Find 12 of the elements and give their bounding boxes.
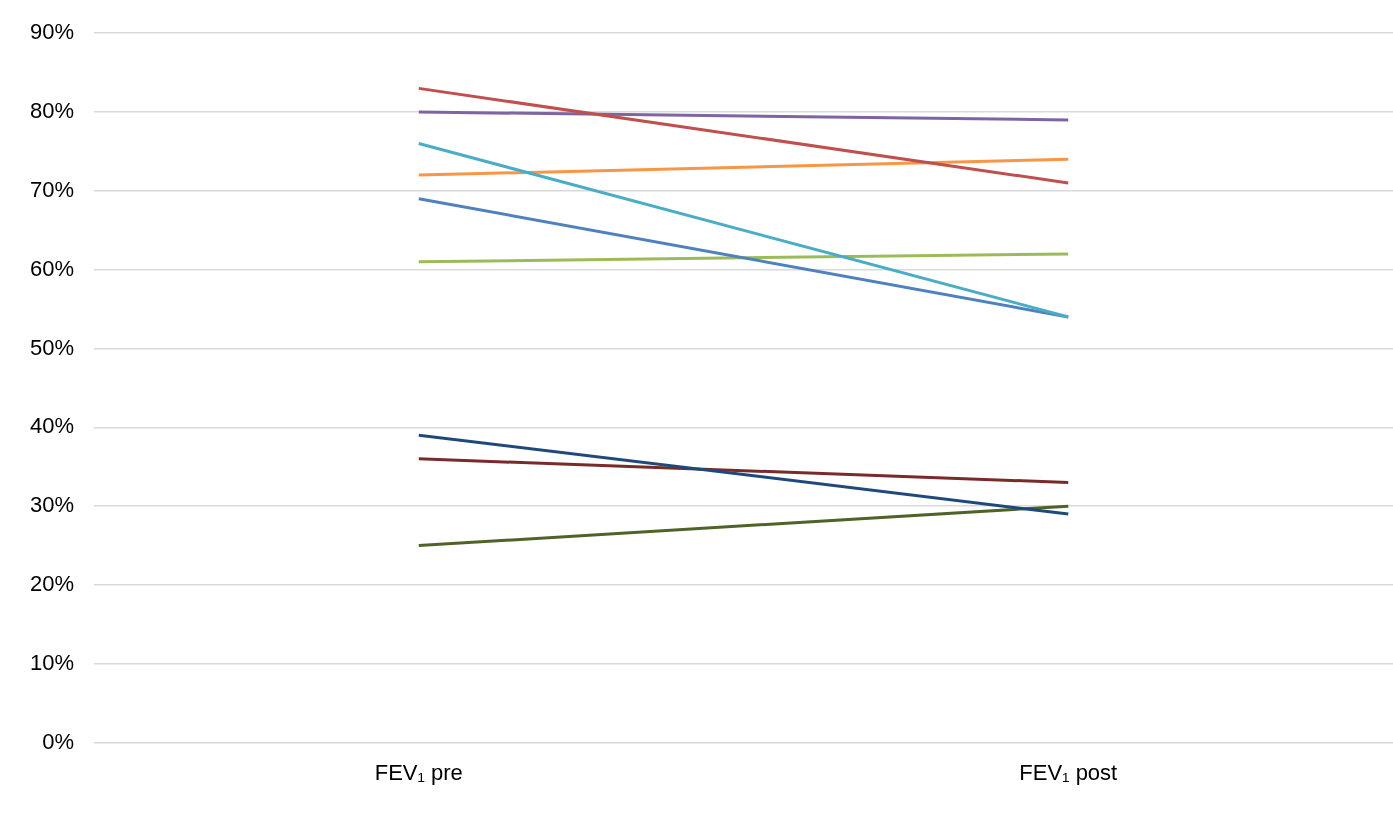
y-tick-label: 20% <box>29 571 75 597</box>
y-tick-label: 80% <box>29 98 75 124</box>
y-tick-label: 70% <box>29 176 75 202</box>
y-tick-label: 50% <box>29 334 75 360</box>
y-tick-label: 0% <box>42 728 75 754</box>
y-tick-label: 10% <box>29 649 75 675</box>
y-tick-label: 60% <box>29 255 75 281</box>
y-tick-label: 90% <box>29 19 75 45</box>
x-tick-label: FEV₁ pre <box>374 759 463 785</box>
x-tick-label: FEV₁ post <box>1019 759 1118 785</box>
y-tick-label: 30% <box>29 492 75 518</box>
y-tick-label: 40% <box>29 413 75 439</box>
